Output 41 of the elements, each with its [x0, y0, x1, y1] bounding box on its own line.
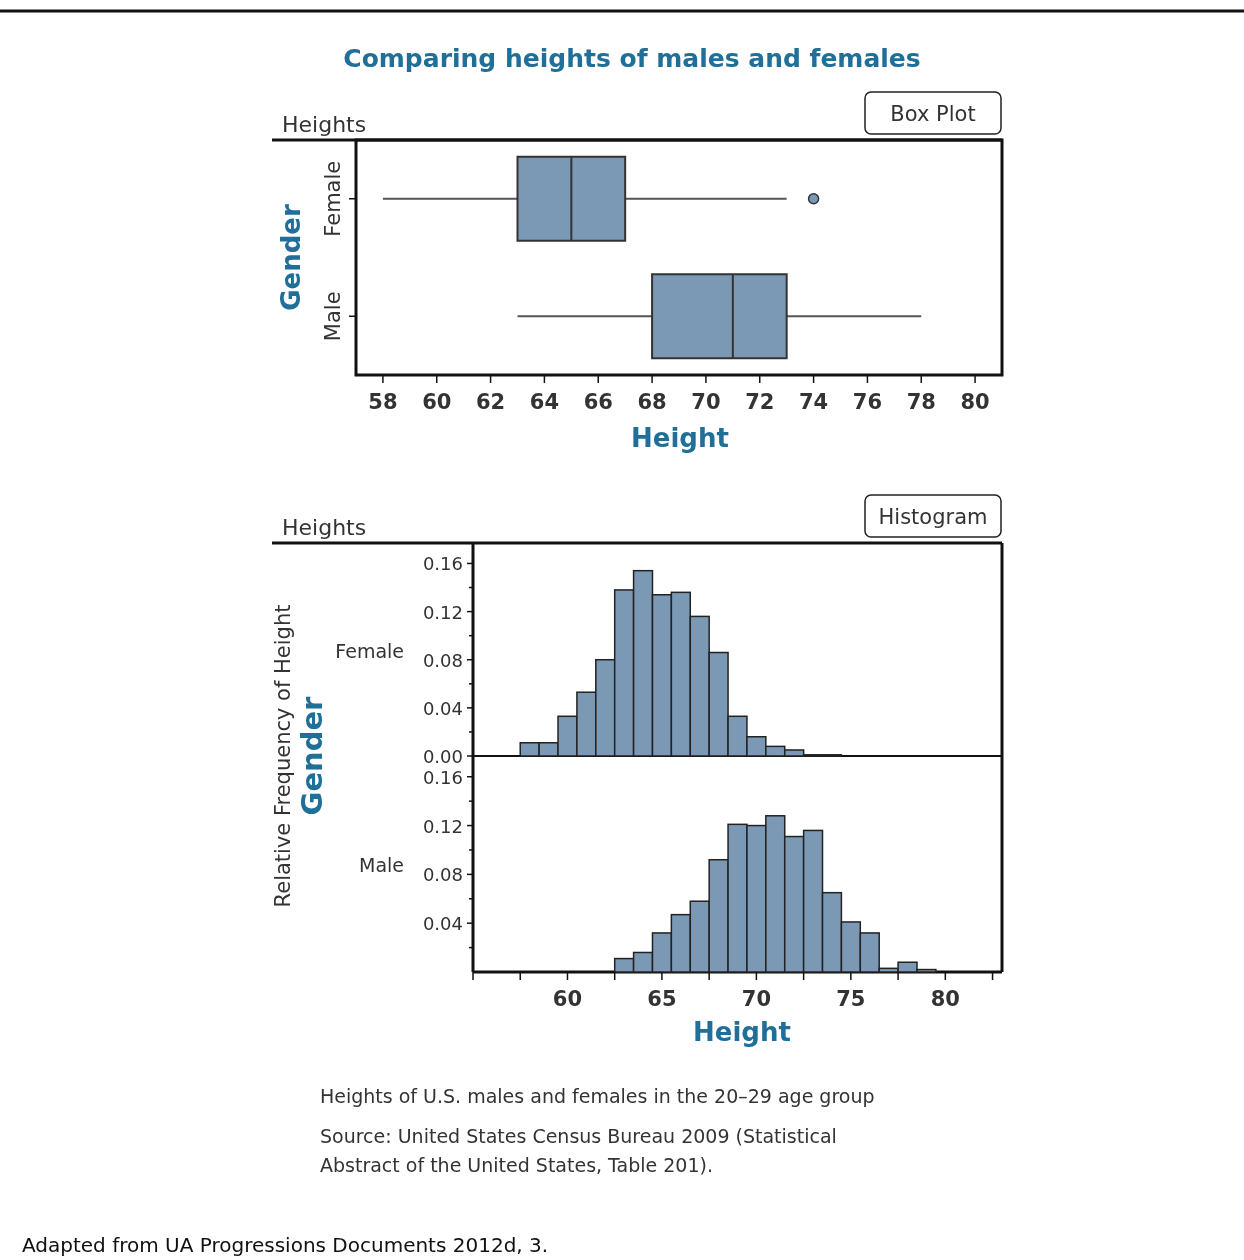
chart-subtitle: Heights [282, 515, 367, 540]
y-tick-label: 0.16 [422, 766, 463, 788]
y-tick-label: 0.12 [422, 815, 463, 837]
text: Male [358, 854, 404, 876]
x-tick-label: 75 [836, 987, 866, 1011]
text: Adapted from UA Progressions Documents 2012d, 3. [22, 1233, 549, 1257]
x-tick-label: 74 [798, 390, 829, 414]
y-tick-label: 0.00 [422, 746, 463, 767]
x-tick-label: 80 [930, 987, 960, 1011]
y-axis-title: Relative Frequency of Height [271, 604, 295, 908]
text: Histogram [878, 505, 988, 529]
x-tick-label: 65 [647, 987, 677, 1011]
x-tick-label: 64 [529, 390, 560, 414]
x-tick-label: 70 [691, 390, 721, 414]
text: Female [335, 639, 404, 662]
chart-title: Comparing heights of males and females [343, 44, 921, 73]
y-axis-title: Gender [276, 204, 306, 311]
x-axis-title: Height [693, 1017, 791, 1047]
y-tick-label: 0.04 [422, 697, 463, 719]
x-tick-label: 58 [368, 390, 398, 414]
x-tick-label: 62 [475, 390, 506, 414]
x-tick-label: 66 [583, 390, 613, 414]
y-tick-label: 0.08 [422, 649, 463, 671]
x-tick-label: 72 [745, 390, 775, 414]
y-axis-title: Gender [295, 695, 329, 816]
x-tick-label: 70 [741, 987, 772, 1011]
text: Box Plot [890, 102, 976, 126]
x-tick-label: 68 [637, 390, 667, 414]
x-tick-label: 60 [552, 987, 583, 1011]
x-tick-label: 60 [422, 390, 452, 414]
y-tick-label: 0.04 [422, 913, 463, 935]
chart-subtitle: Heights [282, 112, 367, 137]
x-axis-title: Height [631, 423, 729, 453]
source-note: Source: United States Census Bureau 2009 (Statistical Abstract of the United States, Table 201). [320, 1125, 837, 1176]
x-tick-label: 76 [852, 390, 883, 414]
x-tick-label: 78 [906, 390, 936, 414]
y-tick-label: 0.12 [422, 601, 463, 623]
x-tick-label: 80 [960, 390, 990, 414]
text: Heights of U.S. males and females in the 20–29 age group [320, 1085, 875, 1107]
y-tick-label: 0.16 [422, 553, 463, 575]
y-tick-label: 0.08 [422, 864, 463, 886]
